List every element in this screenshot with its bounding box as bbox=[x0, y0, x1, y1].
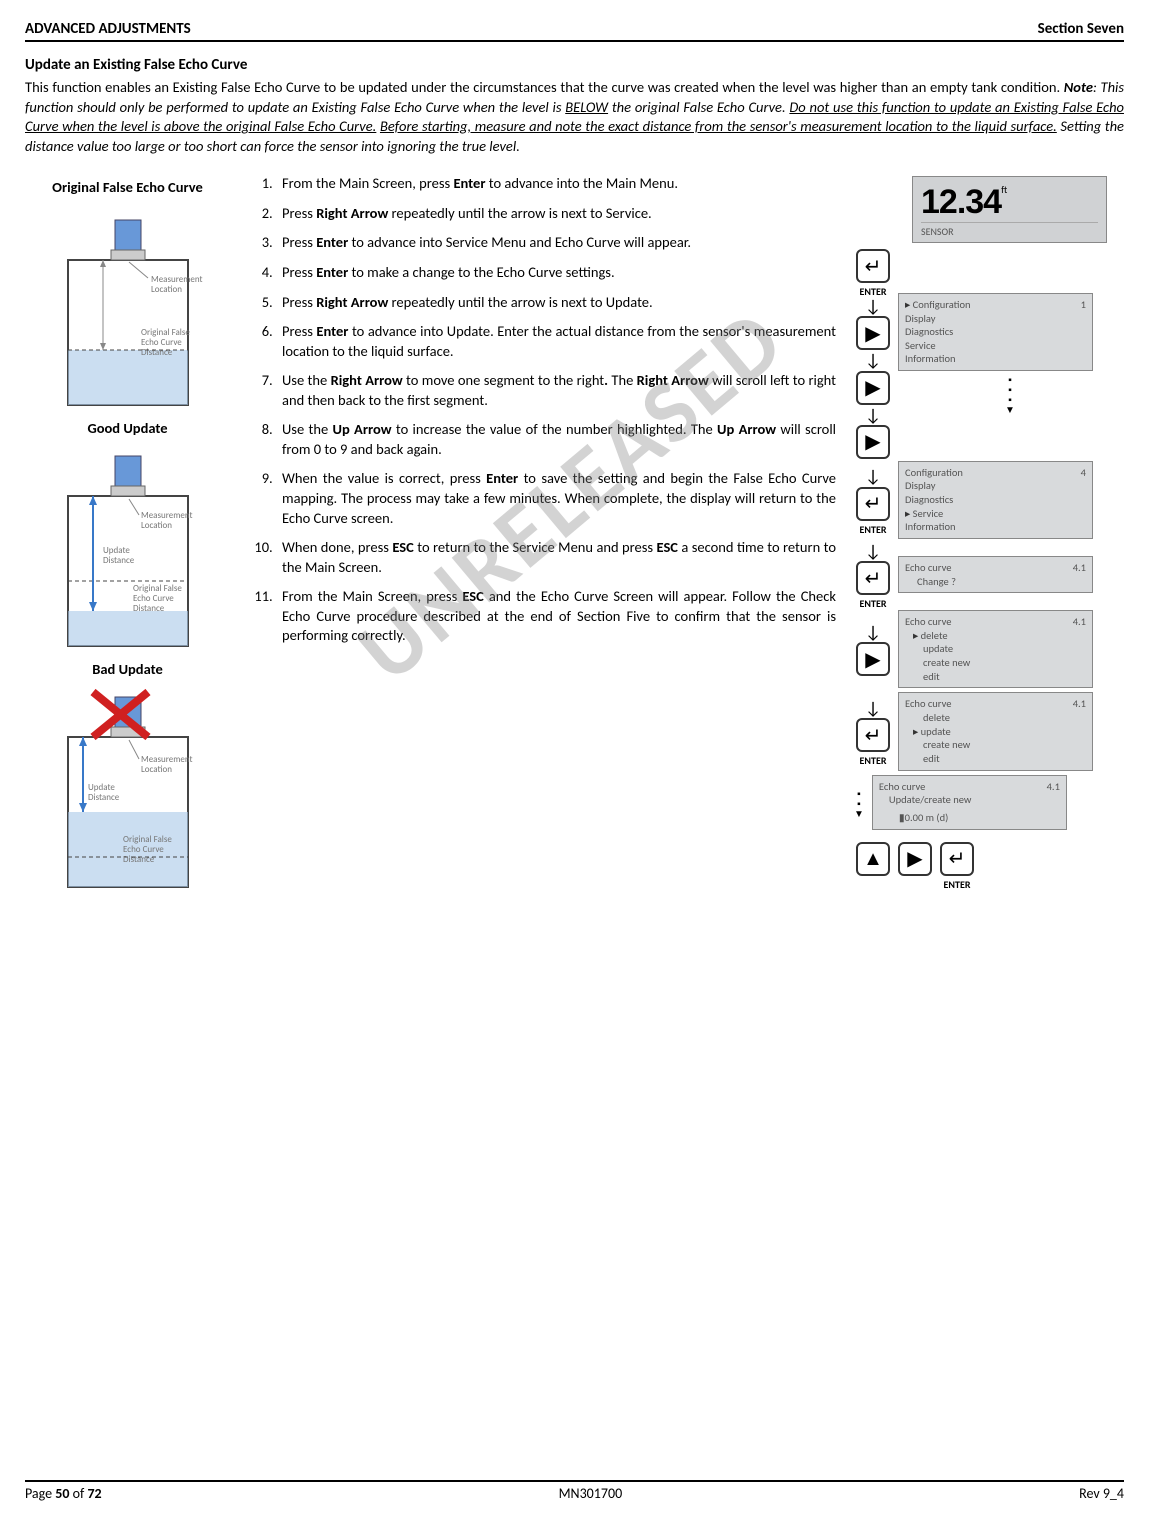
menu-panel-2: 4 Configuration Display Diagnostics Serv… bbox=[898, 461, 1093, 539]
right-arrow-icon: ▶ bbox=[898, 842, 932, 876]
arrow-down-icon: ↓ bbox=[865, 352, 881, 368]
menu-panel-1: 1 Configuration Display Diagnostics Serv… bbox=[898, 293, 1093, 371]
step-4: Press Enter to make a change to the Echo… bbox=[276, 263, 836, 283]
right-column: 12.34ft SENSOR ↵ ENTER ↓ ▶ ↓ ▶ ↓ ▶ 1 Con… bbox=[854, 174, 1124, 890]
dots-icon: ▪▪▼ bbox=[854, 789, 866, 819]
enter-label: ENTER bbox=[854, 754, 892, 767]
menu-panel-6: 4.1 Echo curve Update/create new ▮0.00 m… bbox=[872, 775, 1067, 830]
page-footer: Page 50 of 72 MN301700 Rev 9_4 bbox=[25, 1480, 1124, 1502]
svg-text:Distance: Distance bbox=[103, 555, 135, 566]
right-arrow-icon: ▶ bbox=[856, 316, 890, 350]
left-column: Original False Echo Curve Measurement Lo… bbox=[25, 174, 230, 899]
label-good: Good Update bbox=[25, 419, 230, 437]
step-7: Use the Right Arrow to move one segment … bbox=[276, 371, 836, 410]
label-bad: Bad Update bbox=[25, 660, 230, 678]
steps-column: From the Main Screen, press Enter to adv… bbox=[248, 174, 836, 656]
footer-left: Page 50 of 72 bbox=[25, 1485, 102, 1502]
enter-label: ENTER bbox=[854, 523, 892, 536]
arrow-down-icon: ↓ bbox=[865, 624, 881, 640]
intro-paragraph: This function enables an Existing False … bbox=[25, 78, 1124, 156]
lcd-unit: ft bbox=[1001, 183, 1007, 196]
diagram-original: Measurement Location Original False Echo… bbox=[33, 200, 223, 415]
intro-before: Before starting, measure and note the ex… bbox=[380, 117, 1057, 135]
step-9: When the value is correct, press Enter t… bbox=[276, 469, 836, 528]
step-2: Press Right Arrow repeatedly until the a… bbox=[276, 204, 836, 224]
svg-text:Distance: Distance bbox=[123, 854, 155, 865]
intro-below: BELOW bbox=[565, 98, 608, 116]
header-left: ADVANCED ADJUSTMENTS bbox=[25, 20, 191, 38]
step-10: When done, press ESC to return to the Se… bbox=[276, 538, 836, 577]
content-row: Original False Echo Curve Measurement Lo… bbox=[25, 174, 1124, 899]
diagram-good: Measurement Location Update Distance Ori… bbox=[33, 441, 223, 656]
device-lcd: 12.34ft SENSOR bbox=[912, 176, 1107, 243]
footer-right: Rev 9_4 bbox=[1079, 1485, 1124, 1502]
nav-row-4: ↓ ▶ 4.1 Echo curve delete update create … bbox=[854, 610, 1124, 692]
enter-label: ENTER bbox=[854, 597, 892, 610]
arrow-down-icon: ↓ bbox=[865, 700, 881, 716]
menu-panel-5: 4.1 Echo curve delete update create new … bbox=[898, 692, 1093, 770]
lcd-sensor-label: SENSOR bbox=[921, 222, 1098, 238]
up-arrow-icon: ▲ bbox=[856, 842, 890, 876]
footer-mid: MN301700 bbox=[559, 1485, 623, 1502]
svg-text:Location: Location bbox=[141, 764, 172, 775]
nav-row-5: ↓ ↵ ENTER 4.1 Echo curve delete update c… bbox=[854, 692, 1124, 774]
arrow-down-icon: ↓ bbox=[865, 298, 881, 314]
svg-text:Distance: Distance bbox=[133, 603, 165, 614]
right-arrow-icon: ▶ bbox=[856, 371, 890, 405]
step-1: From the Main Screen, press Enter to adv… bbox=[276, 174, 836, 194]
enter-icon: ↵ bbox=[856, 249, 890, 283]
svg-text:Distance: Distance bbox=[88, 792, 120, 803]
right-arrow-icon: ▶ bbox=[856, 425, 890, 459]
svg-text:Location: Location bbox=[151, 284, 182, 295]
enter-label: ENTER bbox=[938, 878, 976, 891]
step-3: Press Enter to advance into Service Menu… bbox=[276, 233, 836, 253]
nav-row-3: ↓ ↵ ENTER 4.1 Echo curve Change ? bbox=[854, 543, 1124, 610]
menu-panel-4: 4.1 Echo curve delete update create new … bbox=[898, 610, 1093, 688]
step-11: From the Main Screen, press ESC and the … bbox=[276, 587, 836, 646]
nav-row-6: ▪▪▼ 4.1 Echo curve Update/create new ▮0.… bbox=[854, 775, 1124, 834]
steps-list: From the Main Screen, press Enter to adv… bbox=[248, 174, 836, 646]
svg-text:Distance: Distance bbox=[141, 347, 173, 358]
step-5: Press Right Arrow repeatedly until the a… bbox=[276, 293, 836, 313]
nav-row-1: ↵ ENTER ↓ ▶ ↓ ▶ ↓ ▶ 1 Configuration Disp… bbox=[854, 247, 1124, 461]
enter-icon: ↵ bbox=[856, 487, 890, 521]
nav-row-2: ↓ ↵ ENTER 4 Configuration Display Diagno… bbox=[854, 461, 1124, 543]
section-title: Update an Existing False Echo Curve bbox=[25, 56, 1124, 74]
intro-note-label: Note bbox=[1064, 78, 1093, 96]
step-6: Press Enter to advance into Update. Ente… bbox=[276, 322, 836, 361]
lcd-value: 12.34 bbox=[921, 183, 1001, 221]
diagram-bad: Measurement Location Update Distance Ori… bbox=[33, 682, 223, 897]
dots-icon: ▪▪▪▼ bbox=[898, 375, 1124, 415]
page-header: ADVANCED ADJUSTMENTS Section Seven bbox=[25, 20, 1124, 42]
intro-text-3: the original False Echo Curve. bbox=[608, 98, 789, 116]
enter-icon: ↵ bbox=[856, 561, 890, 595]
label-original: Original False Echo Curve bbox=[25, 178, 230, 196]
arrow-down-icon: ↓ bbox=[865, 407, 881, 423]
step-8: Use the Up Arrow to increase the value o… bbox=[276, 420, 836, 459]
intro-text-1: This function enables an Existing False … bbox=[25, 78, 1064, 96]
arrow-down-icon: ↓ bbox=[865, 468, 881, 484]
enter-icon: ↵ bbox=[856, 718, 890, 752]
enter-icon: ↵ bbox=[940, 842, 974, 876]
nav-row-final: ▲ ▶ ↵ ENTER bbox=[854, 840, 1124, 891]
arrow-down-icon: ↓ bbox=[865, 543, 881, 559]
header-right: Section Seven bbox=[1038, 20, 1124, 38]
svg-text:Location: Location bbox=[141, 520, 172, 531]
right-arrow-icon: ▶ bbox=[856, 642, 890, 676]
menu-panel-3: 4.1 Echo curve Change ? bbox=[898, 556, 1093, 593]
